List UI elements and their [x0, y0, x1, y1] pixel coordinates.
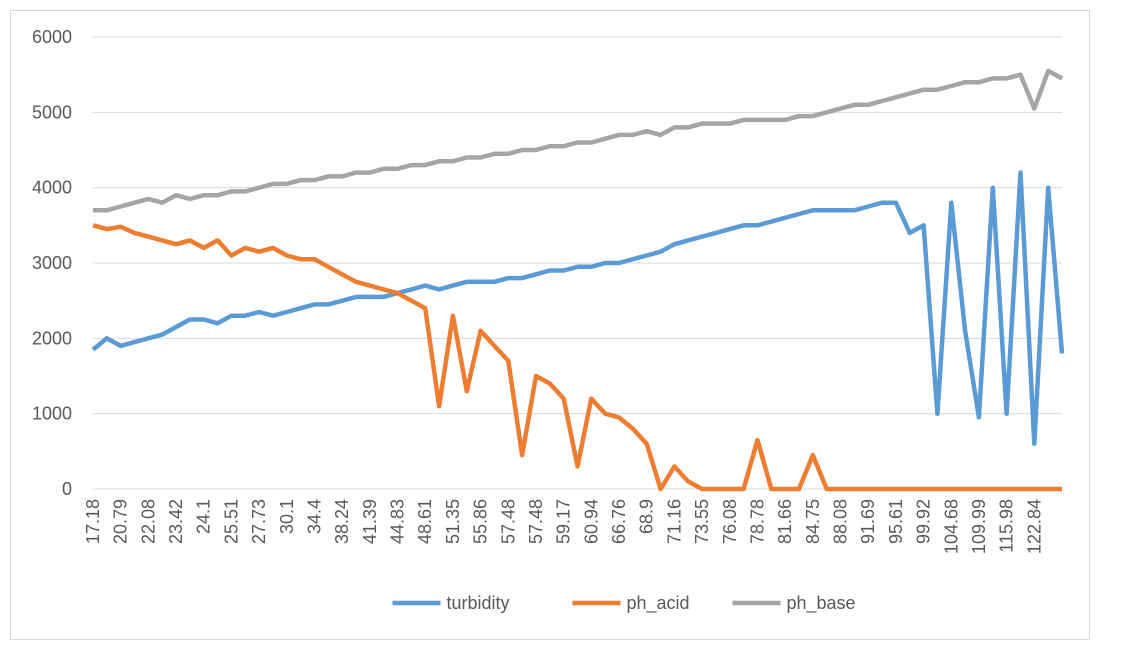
chart-border [10, 10, 1090, 640]
x-tick-label: 95.61 [886, 499, 906, 544]
x-tick-label: 81.66 [775, 499, 795, 544]
x-tick-label: 55.86 [471, 499, 491, 544]
x-tick-label: 115.98 [997, 499, 1017, 553]
x-tick-label: 38.24 [332, 499, 352, 544]
y-tick-label: 1000 [32, 404, 72, 424]
x-tick-label: 60.94 [581, 499, 601, 544]
x-tick-label: 109.99 [969, 499, 989, 554]
series-line [91, 170, 1065, 447]
x-tick-label: 84.75 [803, 499, 823, 544]
x-tick-label: 99.92 [914, 499, 934, 544]
x-tick-label: 57.48 [526, 499, 546, 544]
x-tick-label: 68.9 [637, 499, 657, 534]
x-tick-label: 51.35 [443, 499, 463, 544]
x-tick-label: 41.39 [360, 499, 380, 544]
series-line [92, 223, 1062, 492]
x-tick-label: 24.1 [194, 499, 214, 534]
y-tick-label: 6000 [32, 27, 72, 47]
x-tick-label: 91.69 [858, 499, 878, 544]
x-tick-label: 44.83 [388, 499, 408, 544]
x-tick-label: 25.51 [221, 499, 241, 544]
x-tick-label: 59.17 [554, 499, 574, 544]
x-tick-label: 30.1 [277, 499, 297, 534]
legend-label: turbidity [447, 593, 510, 613]
y-tick-label: 0 [62, 479, 72, 499]
x-tick-label: 76.08 [720, 499, 740, 544]
legend-label: ph_acid [627, 593, 690, 614]
y-tick-label: 4000 [32, 178, 72, 198]
x-tick-label: 73.55 [692, 499, 712, 544]
x-tick-label: 27.73 [249, 499, 269, 544]
y-tick-label: 3000 [32, 253, 72, 273]
x-tick-label: 17.18 [83, 499, 103, 544]
x-tick-label: 22.08 [138, 499, 158, 544]
x-tick-label: 48.61 [415, 499, 435, 544]
y-tick-label: 2000 [32, 328, 72, 348]
x-tick-label: 34.4 [304, 499, 324, 534]
x-tick-label: 78.78 [747, 499, 767, 544]
y-tick-label: 5000 [32, 102, 72, 122]
series-line [93, 68, 1064, 213]
x-tick-label: 71.16 [664, 499, 684, 544]
x-tick-label: 104.68 [941, 499, 961, 554]
x-tick-label: 57.48 [498, 499, 518, 544]
x-tick-label: 122.84 [1024, 499, 1044, 554]
x-tick-label: 66.76 [609, 499, 629, 544]
x-tick-label: 20.79 [111, 499, 131, 544]
legend-label: ph_base [787, 593, 856, 614]
x-tick-label: 23.42 [166, 499, 186, 544]
x-tick-label: 88.08 [831, 499, 851, 544]
